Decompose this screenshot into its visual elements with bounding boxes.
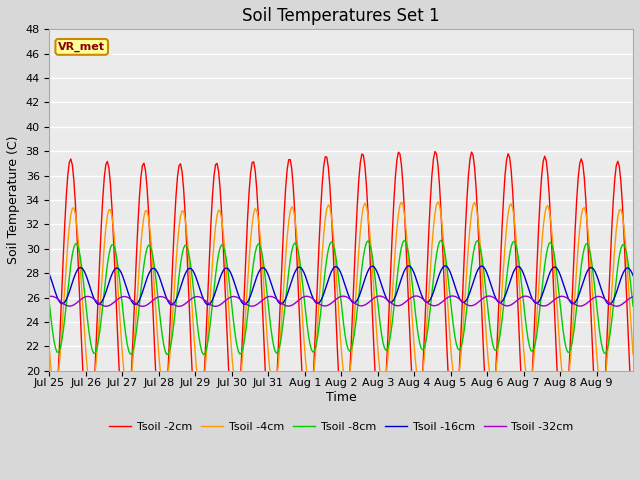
Tsoil -4cm — [45, 348, 53, 354]
Tsoil -2cm — [45, 418, 53, 423]
Y-axis label: Soil Temperature (C): Soil Temperature (C) — [7, 136, 20, 264]
Tsoil -4cm — [65, 224, 73, 230]
Tsoil -16cm — [465, 293, 472, 299]
Tsoil -32cm — [84, 294, 92, 300]
Tsoil -32cm — [348, 297, 355, 303]
Tsoil -8cm — [163, 352, 171, 358]
Tsoil -2cm — [84, 434, 92, 440]
Title: Soil Temperatures Set 1: Soil Temperatures Set 1 — [243, 7, 440, 25]
Tsoil -32cm — [628, 294, 636, 300]
Tsoil -32cm — [45, 294, 53, 300]
Tsoil -32cm — [413, 293, 420, 299]
Tsoil -4cm — [434, 199, 442, 204]
Tsoil -2cm — [628, 400, 636, 406]
Tsoil -2cm — [65, 160, 73, 166]
Tsoil -8cm — [629, 303, 637, 309]
Tsoil -2cm — [158, 441, 166, 446]
Tsoil -2cm — [348, 342, 355, 348]
Tsoil -32cm — [65, 303, 73, 309]
Tsoil -8cm — [628, 289, 636, 295]
Tsoil -16cm — [168, 302, 175, 308]
Tsoil -16cm — [45, 272, 53, 277]
Line: Tsoil -16cm: Tsoil -16cm — [49, 266, 633, 305]
Tsoil -2cm — [431, 149, 439, 155]
Text: VR_met: VR_met — [58, 42, 105, 52]
Tsoil -8cm — [45, 301, 53, 307]
Tsoil -4cm — [552, 277, 559, 283]
Tsoil -8cm — [348, 346, 355, 352]
Tsoil -2cm — [629, 422, 637, 428]
Tsoil -32cm — [465, 302, 472, 308]
Tsoil -16cm — [65, 289, 73, 295]
Tsoil -32cm — [552, 296, 559, 302]
Tsoil -4cm — [629, 352, 637, 358]
Tsoil -8cm — [437, 238, 445, 243]
Tsoil -2cm — [552, 329, 559, 335]
Tsoil -8cm — [65, 274, 73, 280]
Tsoil -4cm — [348, 359, 355, 364]
Tsoil -4cm — [628, 331, 636, 336]
Tsoil -16cm — [442, 263, 449, 269]
Tsoil -4cm — [196, 390, 204, 396]
Line: Tsoil -2cm: Tsoil -2cm — [49, 152, 633, 444]
Tsoil -4cm — [465, 242, 472, 248]
Tsoil -16cm — [552, 264, 559, 270]
Tsoil -8cm — [84, 317, 92, 323]
Tsoil -16cm — [348, 298, 355, 304]
Tsoil -16cm — [628, 269, 636, 275]
Tsoil -8cm — [465, 289, 472, 295]
Line: Tsoil -32cm: Tsoil -32cm — [49, 296, 633, 306]
X-axis label: Time: Time — [326, 391, 356, 404]
Tsoil -4cm — [84, 369, 92, 374]
Tsoil -2cm — [465, 171, 472, 177]
Legend: Tsoil -2cm, Tsoil -4cm, Tsoil -8cm, Tsoil -16cm, Tsoil -32cm: Tsoil -2cm, Tsoil -4cm, Tsoil -8cm, Tsoi… — [104, 417, 578, 436]
Tsoil -32cm — [175, 303, 183, 309]
Tsoil -32cm — [629, 294, 637, 300]
Line: Tsoil -4cm: Tsoil -4cm — [49, 202, 633, 393]
Tsoil -16cm — [629, 273, 637, 278]
Tsoil -8cm — [552, 259, 559, 265]
Tsoil -16cm — [84, 277, 92, 283]
Line: Tsoil -8cm: Tsoil -8cm — [49, 240, 633, 355]
